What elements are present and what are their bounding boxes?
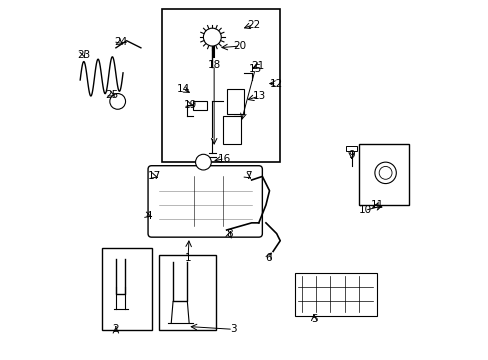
Text: 24: 24: [114, 37, 127, 48]
Text: 8: 8: [226, 229, 232, 239]
Text: 7: 7: [244, 171, 251, 181]
Text: 17: 17: [147, 171, 161, 181]
Text: 9: 9: [347, 150, 354, 160]
Bar: [294, 273, 376, 316]
Circle shape: [374, 162, 395, 184]
Text: 21: 21: [251, 61, 264, 71]
Bar: [223, 116, 241, 144]
Text: 11: 11: [369, 200, 383, 210]
Text: 10: 10: [358, 205, 371, 215]
Text: 14: 14: [176, 84, 189, 94]
Text: 16: 16: [218, 154, 231, 163]
Text: 18: 18: [207, 60, 220, 70]
Text: 12: 12: [269, 78, 283, 89]
Bar: [102, 248, 151, 330]
Text: 4: 4: [145, 211, 152, 221]
Text: 13: 13: [252, 91, 265, 101]
Text: 5: 5: [310, 314, 317, 324]
Text: 25: 25: [105, 90, 119, 100]
FancyBboxPatch shape: [148, 166, 262, 237]
Text: 3: 3: [229, 324, 236, 334]
Text: 15: 15: [248, 64, 261, 74]
Text: 2: 2: [112, 324, 119, 334]
Text: 22: 22: [246, 19, 260, 30]
Text: 6: 6: [264, 253, 271, 263]
Circle shape: [203, 28, 221, 46]
Bar: [162, 9, 280, 162]
Text: 1: 1: [184, 253, 191, 263]
Text: 20: 20: [233, 41, 246, 51]
Circle shape: [378, 166, 391, 179]
Circle shape: [110, 94, 125, 109]
Bar: [358, 144, 408, 205]
Text: 19: 19: [183, 100, 197, 110]
Bar: [159, 255, 216, 330]
Bar: [346, 146, 356, 152]
Bar: [192, 102, 206, 111]
Circle shape: [195, 154, 211, 170]
Text: 23: 23: [77, 50, 90, 60]
Bar: [226, 89, 244, 114]
